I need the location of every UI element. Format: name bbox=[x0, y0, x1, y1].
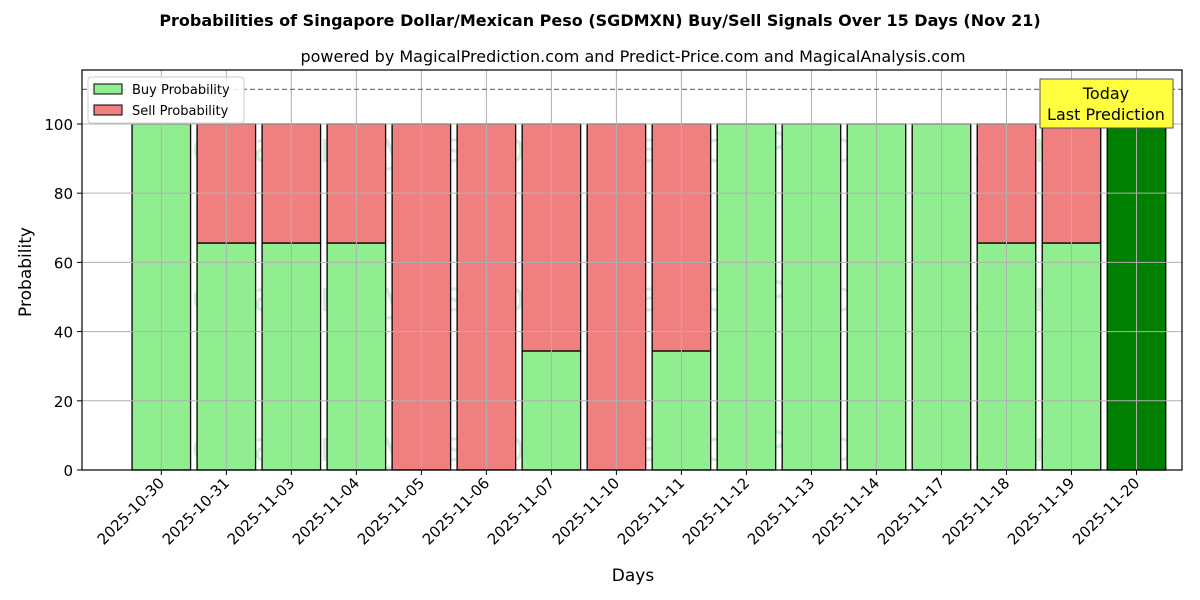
y-axis-label: Probability bbox=[16, 227, 36, 317]
annotation-box bbox=[1039, 78, 1174, 129]
y-tick-label: 0 bbox=[63, 462, 73, 480]
x-tick-label: 2025-11-13 bbox=[744, 474, 818, 548]
x-tick-label: 2025-11-07 bbox=[484, 474, 558, 548]
legend-label: Sell Probability bbox=[132, 104, 229, 119]
x-tick-label: 2025-11-19 bbox=[1004, 474, 1078, 548]
x-tick-label: 2025-11-06 bbox=[419, 474, 493, 548]
plot-frame bbox=[81, 69, 1183, 471]
annotation-line2: Last Prediction bbox=[1047, 105, 1165, 124]
x-tick-label: 2025-11-12 bbox=[679, 474, 753, 548]
x-tick-label: 2025-10-31 bbox=[159, 474, 233, 548]
today-annotation: Today Last Prediction bbox=[1039, 78, 1174, 129]
x-tick-label: 2025-11-03 bbox=[224, 474, 298, 548]
legend-label: Buy Probability bbox=[132, 83, 230, 98]
chart-title: Probabilities of Singapore Dollar/Mexica… bbox=[159, 11, 1040, 30]
x-axis-label: Days bbox=[612, 566, 655, 586]
y-tick-label: 80 bbox=[54, 185, 73, 203]
x-tick-label: 2025-11-05 bbox=[354, 474, 428, 548]
chart-subtitle: powered by MagicalPrediction.com and Pre… bbox=[300, 47, 965, 66]
y-tick-label: 100 bbox=[44, 116, 73, 134]
annotation-line1: Today bbox=[1082, 84, 1129, 103]
x-tick-label: 2025-11-20 bbox=[1069, 474, 1143, 548]
legend-swatch bbox=[93, 104, 123, 116]
x-tick-label: 2025-11-18 bbox=[939, 474, 1013, 548]
x-tick-label: 2025-11-17 bbox=[874, 474, 948, 548]
x-tick-label: 2025-10-30 bbox=[94, 474, 168, 548]
x-tick-label: 2025-11-11 bbox=[614, 474, 688, 548]
y-tick-label: 20 bbox=[54, 393, 73, 411]
legend-box bbox=[87, 76, 245, 124]
y-tick-label: 60 bbox=[54, 254, 73, 272]
legend-swatch bbox=[93, 83, 123, 95]
x-tick-label: 2025-11-04 bbox=[289, 474, 363, 548]
y-tick-label: 40 bbox=[54, 324, 73, 342]
x-tick-label: 2025-11-10 bbox=[549, 474, 623, 548]
legend: Buy Probability Sell Probability bbox=[87, 76, 245, 124]
x-tick-label: 2025-11-14 bbox=[809, 474, 883, 548]
